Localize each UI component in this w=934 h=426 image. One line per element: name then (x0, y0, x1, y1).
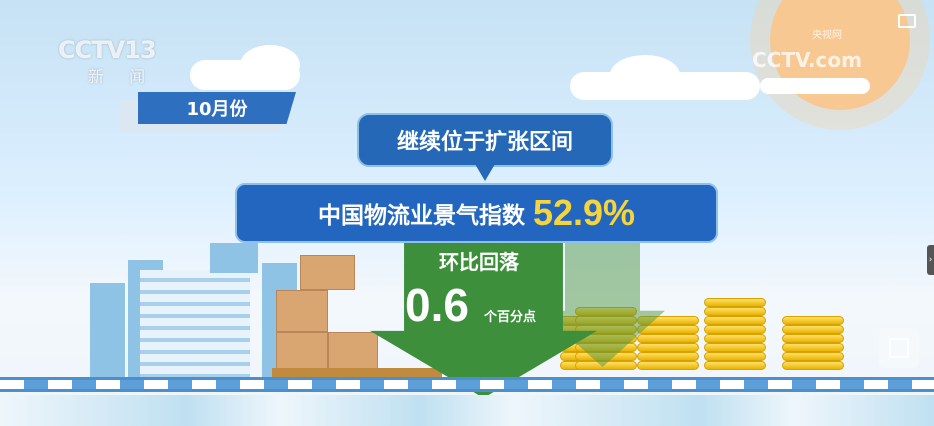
coin (704, 307, 766, 316)
lower-buildings (0, 395, 934, 426)
cargo-box (276, 332, 328, 370)
cloud (760, 78, 870, 94)
cloud (240, 45, 300, 85)
cargo-box (328, 332, 378, 370)
month-label: 10月份 (138, 92, 296, 124)
cargo-box (300, 255, 355, 290)
coin (704, 343, 766, 352)
headline-label: 中国物流业景气指数 (317, 203, 525, 229)
cctv-watermark: CCTV.com (752, 48, 862, 72)
coin (782, 316, 844, 325)
coin (704, 298, 766, 307)
coin (637, 352, 699, 361)
screen-icon[interactable] (898, 14, 916, 28)
pip-icon (889, 338, 909, 358)
headline-banner: 中国物流业景气指数 52.9% (235, 183, 718, 243)
coin (704, 352, 766, 361)
expansion-bubble: 继续位于扩张区间 (357, 113, 613, 167)
coin (704, 316, 766, 325)
coin (637, 361, 699, 370)
coin (704, 325, 766, 334)
conveyor-belt (0, 377, 934, 392)
side-toggle[interactable]: › (927, 245, 934, 275)
coin (782, 361, 844, 370)
coin (782, 352, 844, 361)
pip-button[interactable] (879, 328, 919, 368)
month-tag: 10月份 (120, 92, 296, 132)
coin (704, 334, 766, 343)
cloud (610, 55, 680, 95)
coin (704, 361, 766, 370)
coin (637, 334, 699, 343)
change-label: 环比回落 (439, 250, 519, 274)
bubble-pointer (475, 164, 495, 181)
building (90, 283, 125, 378)
cargo-box (276, 290, 328, 332)
building (210, 243, 258, 273)
coin (782, 325, 844, 334)
change-value: 0.6 (405, 279, 469, 331)
coin (637, 343, 699, 352)
change-unit: 个百分点 (484, 310, 537, 325)
watermark-cn: 央视网 (812, 30, 842, 41)
coin (782, 343, 844, 352)
headline-value: 52.9% (532, 192, 636, 233)
coin (782, 334, 844, 343)
building (140, 270, 250, 378)
cctv13-logo: CCTV13 (58, 36, 157, 64)
logo-subtitle: 新 闻 (88, 67, 156, 86)
